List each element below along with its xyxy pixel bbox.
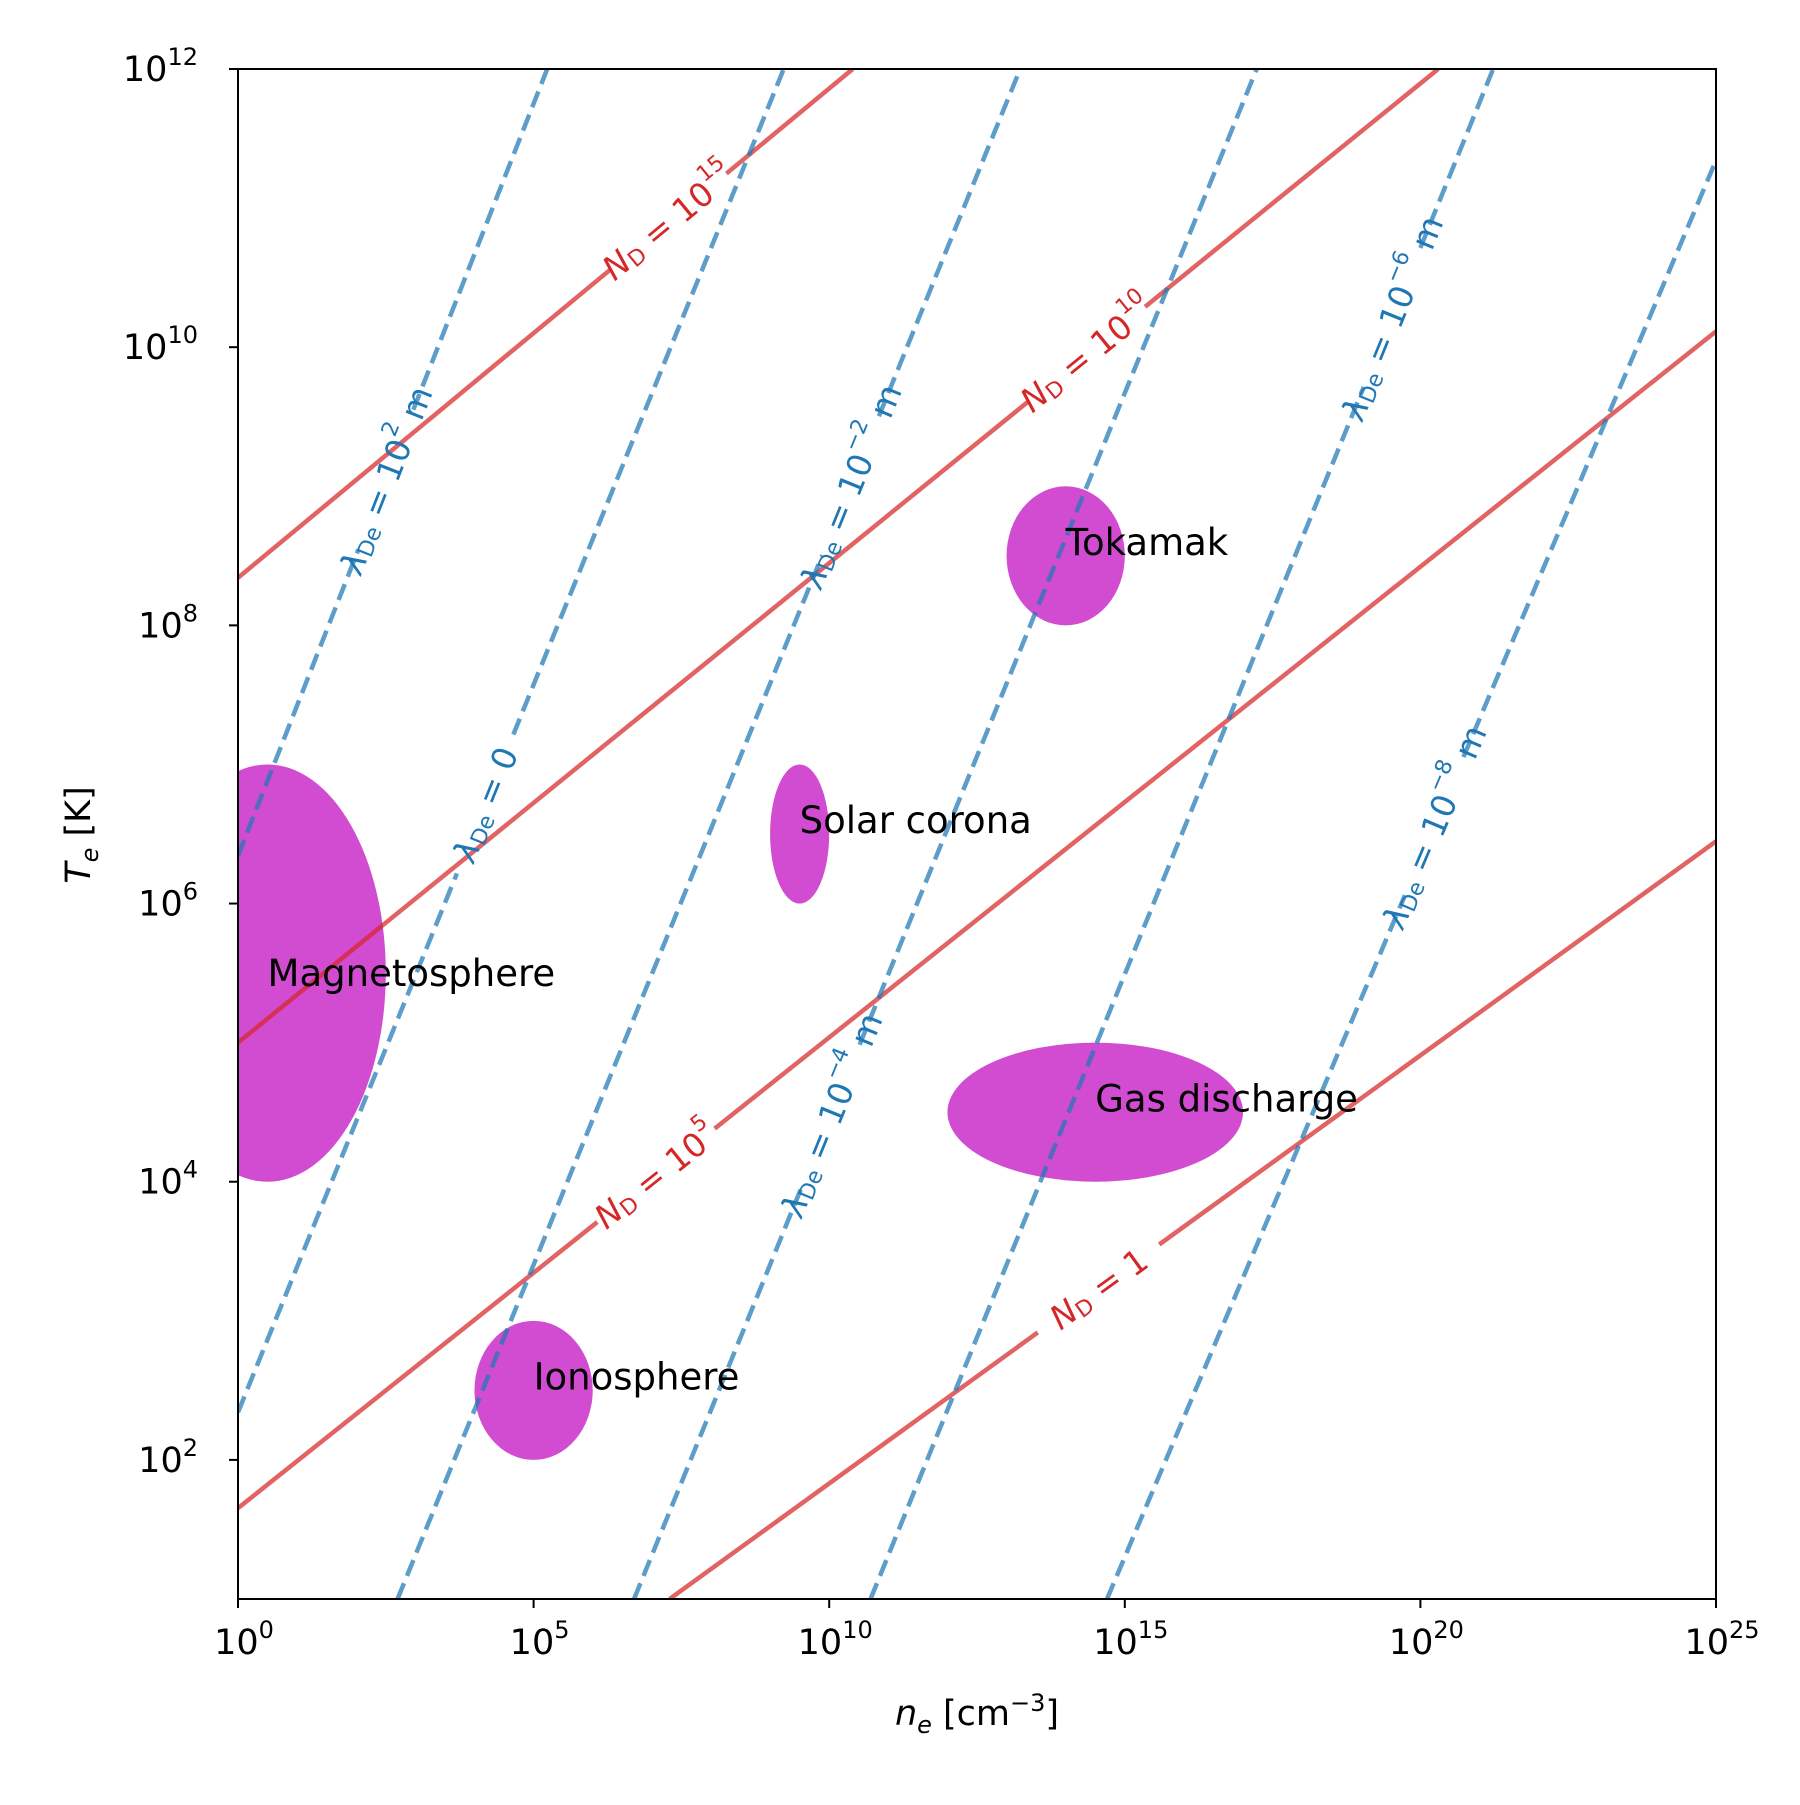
lambda-line-de-0 [511,69,786,736]
region-tokamak [1006,486,1125,626]
lambda-line-de-0 [238,872,459,1414]
region-label-gas-discharge: Gas discharge [1095,1077,1358,1120]
nd-line-n-d-10-10 [1143,69,1440,309]
nd-line-n-d-10-15 [724,69,855,176]
nd-line-n-d-10-15 [238,267,613,580]
lambda-line-de-10-6-m [868,386,1366,1599]
nd-line-n-d-1 [1157,839,1716,1247]
regions-layer [238,486,1244,1460]
lambda-line-de-10-8-m [1104,894,1408,1599]
y-tick-label: 106 [138,878,198,925]
line-label-de-10-2-m: λDe = 102 m [324,378,441,581]
plot-frame [237,68,1717,1600]
region-label-ionosphere: Ionosphere [534,1355,740,1398]
line-label-de-10-6-m: λDe = 10−6 m [1326,207,1452,426]
nd-line-n-d-10-5 [713,329,1716,1131]
x-axis: 100 105 1010 1015 1020 1025 [214,1599,1760,1663]
x-tick-label: 105 [510,1616,570,1663]
x-axis-label: ne [cm−3] [895,1689,1059,1739]
y-axis: 102 104 106 108 1010 1012 [123,43,238,1481]
lambda-line-de-10-2-m [411,69,550,411]
region-label-solar-corona: Solar corona [800,799,1032,842]
lambda-line-de-10-4-m [857,69,1259,1046]
lambda-line-de-10-6-m [1418,69,1496,249]
nd-line-n-d-10-10 [238,399,1031,1045]
lambda-line-de-10-2-m [395,554,825,1599]
line-label-n-d-10-15: ND = 1015 [590,150,743,288]
region-solar-corona [770,764,830,904]
y-tick-label: 108 [138,599,198,646]
x-tick-label: 100 [214,1616,274,1663]
nd-line-n-d-10-5 [238,1220,599,1510]
nd-line-n-d-1 [668,1330,1040,1599]
x-tick-label: 1020 [1389,1616,1464,1663]
y-tick-label: 1010 [123,321,198,368]
line-label-de-10-8-m: λDe = 10−8 m [1367,717,1495,936]
region-labels-layer: Magnetosphere Ionosphere Solar corona Tokam… [268,521,1358,1399]
x-tick-label: 1025 [1684,1616,1759,1663]
region-magnetosphere [238,764,386,1182]
y-tick-label: 104 [138,1156,198,1203]
line-label-n-d-1: ND = 1 [1042,1240,1156,1338]
line-label-de-0: λDe = 0 [444,741,527,869]
lambda-line-de-10-2-m [238,548,361,857]
region-ionosphere [474,1320,593,1460]
y-tick-label: 102 [138,1434,198,1481]
lines-layer [238,69,1716,1599]
y-tick-label: 1012 [123,43,198,90]
lambda-line-de-10-2-m [876,69,1023,418]
line-label-de-10-2-m: λDe = 10−2 m [785,376,911,595]
region-label-tokamak: Tokamak [1065,521,1229,564]
y-axis-label: Te [K] [59,786,104,884]
region-label-magnetosphere: Magnetosphere [268,952,556,995]
x-tick-label: 1010 [798,1616,873,1663]
line-label-n-d-10-10: ND = 1010 [1008,283,1162,420]
line-label-n-d-10-5: ND = 105 [582,1109,726,1237]
line-labels-layer: ND = 1 ND = 105 ND = 1010 ND = 1015 λDe = 10… [324,150,1495,1338]
x-tick-label: 1015 [1093,1616,1168,1663]
region-gas-discharge [947,1042,1244,1182]
lambda-line-de-10-8-m [1461,159,1716,758]
